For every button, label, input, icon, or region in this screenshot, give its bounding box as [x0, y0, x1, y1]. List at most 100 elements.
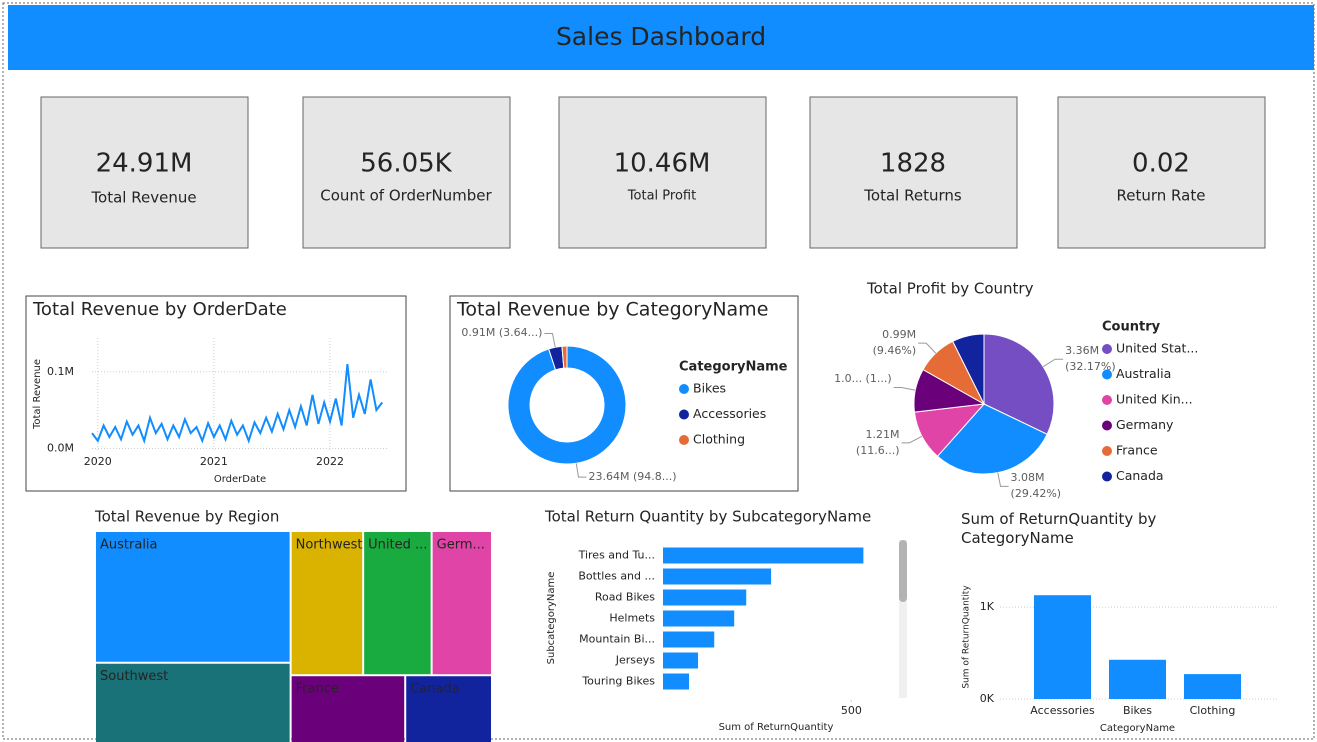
kpi-card: [558, 96, 767, 249]
legend-swatch: [1102, 395, 1112, 405]
treemap-label: Southwest: [100, 669, 168, 684]
leader-line: [1042, 358, 1064, 368]
legend-label: Germany: [1116, 417, 1174, 432]
treemap-label: Germ...: [437, 538, 485, 553]
bar: [663, 652, 699, 669]
y-axis-title: Total Revenue: [32, 359, 43, 430]
leader-line: [575, 463, 587, 478]
treemap-label: United ...: [368, 538, 427, 553]
legend-swatch: [1102, 344, 1112, 354]
data-label-box: 3.36M (32.17%): [1065, 344, 1116, 373]
kpi-card: [1057, 96, 1266, 249]
treemap-cell: [291, 676, 405, 742]
pie-slice: [507, 345, 627, 465]
data-label-box: 1.21M (11.6...): [855, 427, 900, 457]
kpi-value: 10.46M: [614, 149, 711, 179]
legend-swatch: [1102, 446, 1112, 456]
kpi-label: Count of OrderNumber: [320, 187, 492, 205]
legend-label: Accessories: [693, 406, 766, 421]
legend-label: France: [1116, 443, 1158, 458]
bar: [1109, 659, 1166, 699]
bar: [663, 673, 689, 690]
legend-title: CategoryName: [679, 360, 788, 375]
treemap-cell: [96, 663, 290, 742]
kpi-label: Return Rate: [1117, 187, 1206, 205]
bar: [663, 631, 715, 648]
leader-line: [997, 472, 1009, 487]
x-axis-title: OrderDate: [214, 474, 266, 485]
treemap-label: Canada: [410, 682, 459, 697]
x-axis-title: CategoryName: [1100, 723, 1175, 734]
data-label: 1.21M (11.6...): [855, 427, 900, 457]
bar: [1034, 595, 1091, 699]
x-tick-label: 2020: [84, 455, 112, 468]
kpi-label: Total Revenue: [90, 189, 196, 207]
bar: [663, 568, 772, 585]
header-title: Sales Dashboard: [556, 22, 766, 51]
data-label-box: 0.91M (3.64...): [461, 326, 542, 339]
kpi-value: 0.02: [1132, 149, 1190, 179]
kpi-label: Total Returns: [863, 187, 962, 205]
legend-label: United Kin...: [1116, 392, 1193, 407]
panel-border: [25, 295, 407, 492]
scrollbar-thumb: [899, 540, 907, 602]
leader-line: [918, 342, 937, 354]
legend-label: Bikes: [693, 381, 726, 396]
line-series: [91, 363, 383, 445]
panel-border: [449, 295, 799, 492]
data-label: 0.99M (9.46%): [872, 328, 917, 358]
kpi-value: 24.91M: [96, 149, 193, 179]
data-label: 3.08M (29.42%): [1010, 471, 1062, 501]
x-tick-label: Bikes: [1123, 704, 1152, 717]
treemap-label: Northwest: [296, 538, 363, 553]
treemap-label: Australia: [100, 538, 158, 553]
y-axis-title: Sum of ReturnQuantity: [962, 585, 972, 689]
header-bar: [8, 5, 1314, 70]
treemap-cell: [96, 532, 290, 662]
y-tick-label: Mountain Bi...: [579, 633, 655, 646]
legend-swatch: [679, 435, 689, 445]
data-label-box: 0.99M (9.46%): [872, 328, 917, 358]
legend-swatch: [679, 384, 689, 394]
y-tick-label: 0.1M: [47, 365, 74, 378]
treemap-cell: [364, 532, 431, 675]
y-tick-label: Helmets: [609, 612, 655, 625]
data-label-box: 3.08M (29.42%): [1010, 471, 1062, 501]
y-tick-label: Tires and Tu...: [578, 549, 655, 562]
legend-label: Clothing: [693, 432, 745, 447]
y-tick-label: 0K: [980, 692, 995, 705]
kpi-value: 1828: [880, 149, 946, 179]
legend-title: Country: [1102, 320, 1161, 335]
y-tick-label: Road Bikes: [595, 591, 655, 604]
kpi-label: Total Profit: [627, 189, 696, 204]
pie-slice: [983, 333, 1055, 435]
chart-title: Total Revenue by CategoryName: [456, 299, 768, 321]
chart-title: Total Return Quantity by SubcategoryName: [544, 508, 871, 526]
pie-slice: [936, 403, 1048, 475]
y-axis-title: SubcategoryName: [546, 572, 557, 665]
y-tick-label: 1K: [980, 600, 995, 613]
bar: [663, 610, 735, 627]
legend-swatch: [679, 409, 689, 420]
legend-swatch: [1102, 369, 1112, 380]
legend-swatch: [1102, 420, 1112, 431]
treemap-cell: [432, 532, 491, 675]
chart-title-box: Sum of ReturnQuantity by CategoryName: [961, 510, 1157, 547]
y-tick-label: Jerseys: [615, 654, 656, 667]
legend-swatch: [1102, 471, 1112, 482]
pie-slice: [952, 333, 985, 405]
chart-title: Total Revenue by Region: [94, 508, 279, 526]
data-label: 1.0... (1...): [834, 372, 892, 386]
y-tick-label: Bottles and ...: [578, 570, 655, 583]
treemap-label: France: [296, 682, 339, 697]
kpi-value: 56.05K: [360, 149, 452, 179]
y-tick-label: 0.0M: [47, 441, 74, 454]
leader-line: [544, 332, 556, 348]
chart-title: Sum of ReturnQuantity by CategoryName: [961, 510, 1157, 547]
legend-label: United Stat...: [1116, 341, 1198, 356]
treemap-cell: [406, 676, 491, 742]
x-axis-title: Sum of ReturnQuantity: [719, 722, 834, 733]
